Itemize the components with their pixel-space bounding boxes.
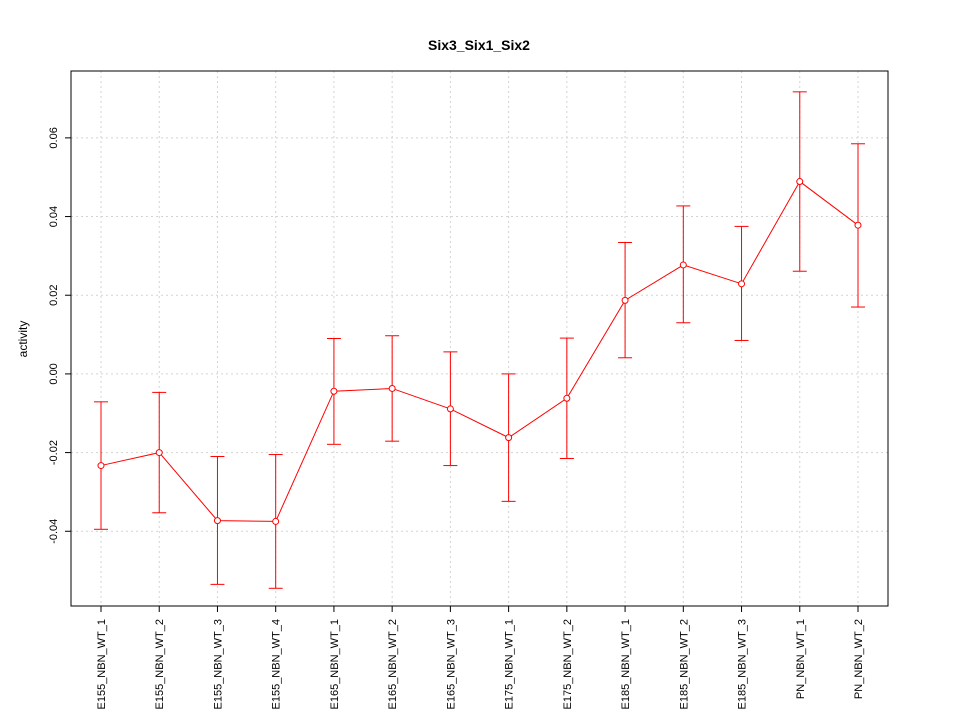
error-bars	[94, 91, 865, 589]
x-tick-label: E185_NBN_WT_3	[737, 619, 749, 710]
x-tick-label: E165_NBN_WT_1	[329, 619, 341, 710]
y-tick-label: 0.04	[48, 206, 60, 227]
x-tick-label: PN_NBN_WT_1	[795, 619, 807, 699]
x-tick-label: E175_NBN_WT_2	[562, 619, 574, 710]
x-tick-label: E155_NBN_WT_4	[271, 619, 283, 710]
x-tick-label: E155_NBN_WT_3	[212, 619, 224, 710]
y-tick-label: 0.00	[48, 363, 60, 384]
series-polyline	[100, 180, 859, 522]
y-axis-label: activity	[16, 321, 30, 358]
x-tick-label: E185_NBN_WT_2	[678, 619, 690, 710]
data-point	[563, 394, 571, 402]
x-tick-label: E155_NBN_WT_2	[154, 619, 166, 710]
x-tick-label: E155_NBN_WT_1	[96, 619, 108, 710]
y-tick-label: 0.06	[48, 127, 60, 148]
x-axis: E155_NBN_WT_1 E155_NBN_WT_2 E155_NBN_WT_3 E…	[96, 606, 865, 710]
y-tick-label: -0.02	[48, 440, 60, 465]
data-point	[679, 261, 687, 269]
data-point	[97, 462, 105, 470]
data-point	[796, 178, 804, 186]
y-axis: -0.04 -0.02 0.00 0.02 0.04 0.06	[48, 127, 71, 544]
data-point	[272, 517, 280, 525]
data-points	[97, 178, 862, 525]
data-point	[505, 434, 513, 442]
x-tick-label: E175_NBN_WT_1	[504, 619, 516, 710]
chart-title: Six3_Six1_Six2	[428, 37, 530, 53]
x-tick-label: E165_NBN_WT_2	[387, 619, 399, 710]
y-tick-label: 0.02	[48, 285, 60, 306]
data-point	[621, 296, 629, 304]
data-point	[446, 405, 454, 413]
data-point	[738, 280, 746, 288]
x-tick-label: E185_NBN_WT_1	[620, 619, 632, 710]
y-tick-label: -0.04	[48, 519, 60, 544]
data-point	[330, 387, 338, 395]
x-tick-label: PN_NBN_WT_2	[853, 619, 865, 699]
series-line	[100, 180, 859, 522]
grid	[71, 71, 888, 606]
x-tick-label: E165_NBN_WT_3	[445, 619, 457, 710]
plot-frame	[70, 70, 889, 607]
data-point	[854, 221, 862, 229]
data-point	[388, 384, 396, 392]
data-point	[213, 517, 221, 525]
data-point	[155, 449, 163, 457]
